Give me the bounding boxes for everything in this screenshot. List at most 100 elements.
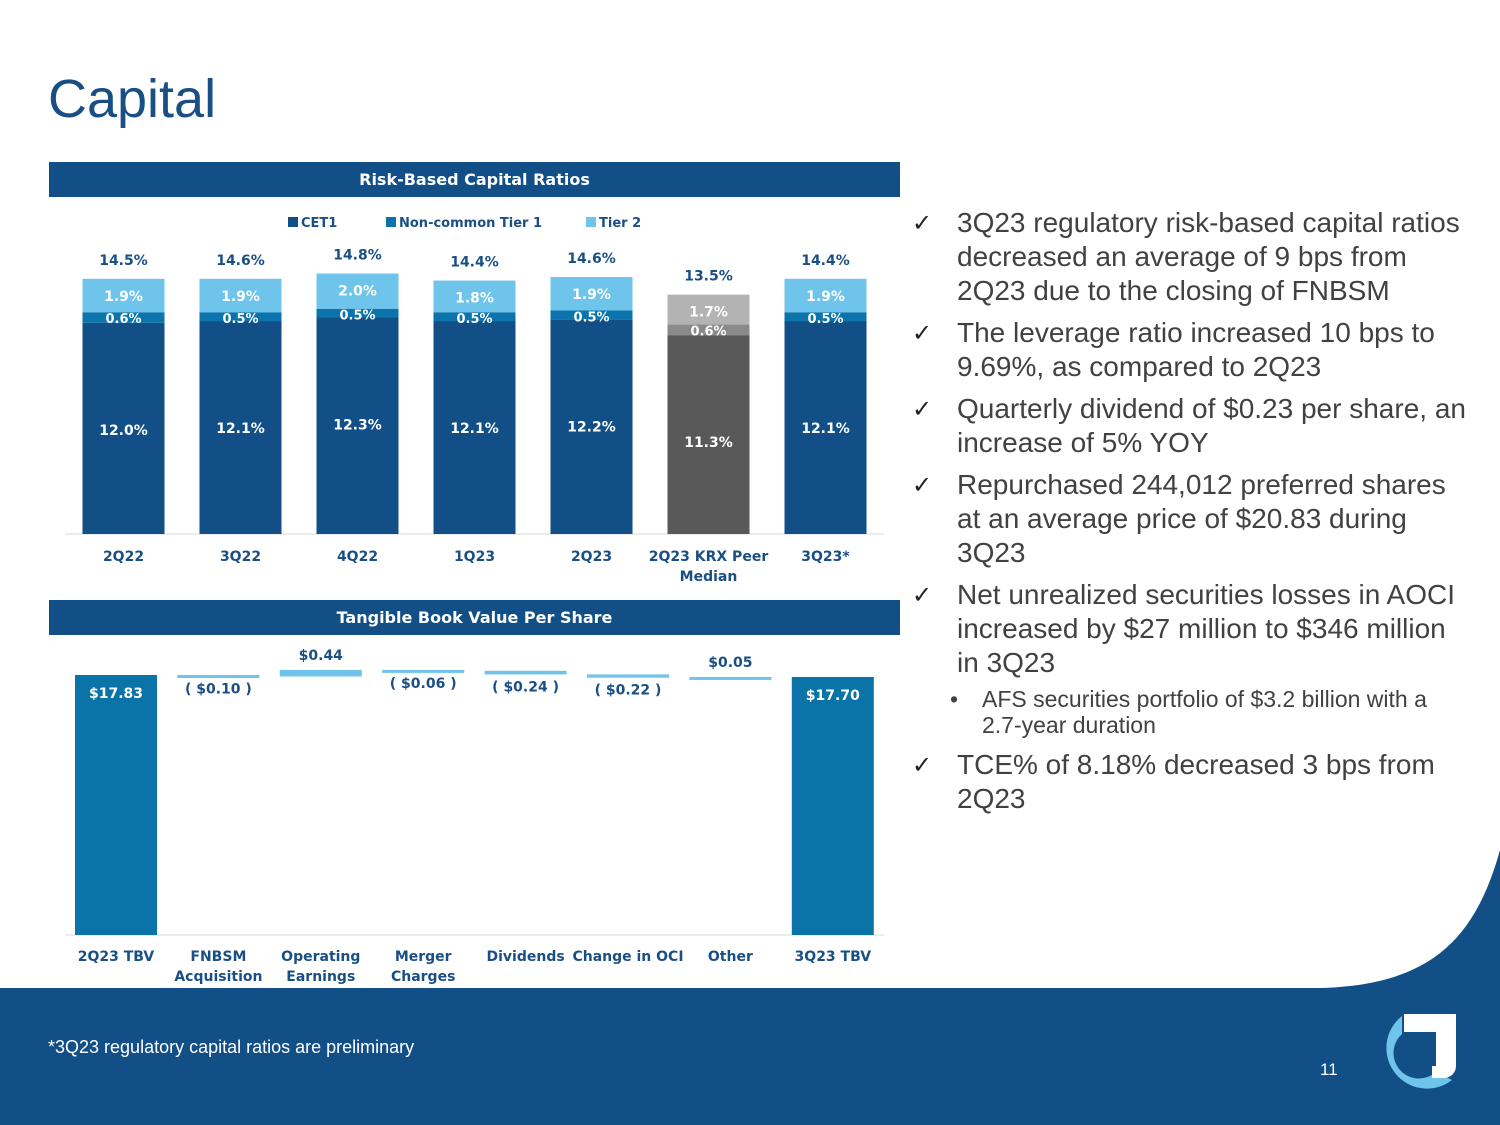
- bar-segment-non-common-tier-1: [784, 312, 867, 322]
- sub-bullet-item: • AFS securities portfolio of $3.2 billi…: [950, 686, 1472, 738]
- check-icon: ✓: [912, 751, 933, 779]
- x-tick-label: 2Q23 KRX Peer: [649, 549, 769, 565]
- company-logo-icon: [1386, 1014, 1456, 1089]
- x-tick-label: 4Q22: [337, 549, 378, 565]
- legend-label: CET1: [301, 216, 337, 231]
- waterfall-data-label: ( $0.24 ): [492, 679, 559, 695]
- total-data-label: 14.6%: [567, 251, 616, 267]
- non-common-data-label: 0.5%: [339, 309, 375, 324]
- bar-segment-cet1: [82, 322, 165, 534]
- bar-segment-non-common-tier-1: [433, 312, 516, 322]
- total-data-label: 14.5%: [99, 253, 148, 269]
- bullet-text: Quarterly dividend of $0.23 per share, a…: [957, 393, 1466, 458]
- x-tick-label: Operating: [281, 949, 360, 965]
- total-data-label: 14.6%: [216, 253, 265, 269]
- bar-segment-cet1: [433, 321, 516, 534]
- waterfall-change-bar: [382, 669, 465, 673]
- sub-bullet-text: AFS securities portfolio of $3.2 billion…: [982, 686, 1427, 738]
- waterfall-data-label: $17.83: [89, 686, 143, 702]
- non-common-data-label: 0.6%: [690, 325, 726, 340]
- bar-segment-cet1: [550, 319, 633, 534]
- risk-chart-header: Risk-Based Capital Ratios: [49, 162, 900, 197]
- cet1-data-label: 12.1%: [450, 421, 499, 437]
- x-tick-label: Median: [680, 569, 738, 585]
- x-tick-label: 3Q23*: [801, 549, 850, 565]
- waterfall-total-bar: [791, 676, 874, 935]
- bullet-item: ✓ The leverage ratio increased 10 bps to…: [912, 316, 1472, 384]
- bar-segment-tier-2: [433, 280, 516, 313]
- legend-swatch: [288, 217, 298, 227]
- bar-segment-non-common-tier-1: [316, 308, 399, 318]
- x-tick-label: 2Q23 TBV: [78, 949, 155, 965]
- tier2-data-label: 1.7%: [689, 305, 728, 321]
- total-data-label: 14.8%: [333, 248, 382, 264]
- x-tick-label: Acquisition: [174, 969, 262, 985]
- corner-swoosh: [1320, 850, 1500, 988]
- charts-canvas: CET1 Non-common Tier 1 Tier 2 12.0% 0.6% 1.9%…: [65, 216, 884, 985]
- bar-segment-cet1: [199, 321, 282, 534]
- cet1-data-label: 12.1%: [216, 421, 265, 437]
- bullet-item: ✓ Quarterly dividend of $0.23 per share,…: [912, 392, 1472, 460]
- non-common-data-label: 0.5%: [573, 310, 609, 325]
- page-title: Capital: [48, 69, 217, 129]
- x-tick-label: Charges: [391, 969, 455, 985]
- waterfall-data-label: $17.70: [806, 688, 860, 704]
- bullet-text: TCE% of 8.18% decreased 3 bps from 2Q23: [957, 749, 1435, 814]
- total-data-label: 14.4%: [801, 253, 850, 269]
- non-common-data-label: 0.5%: [456, 312, 492, 327]
- bullet-text: Repurchased 244,012 preferred shares at …: [957, 469, 1446, 568]
- bar-segment-non-common-tier-1: [550, 310, 633, 320]
- bar-segment-cet1: [316, 317, 399, 534]
- bullet-list: ✓ 3Q23 regulatory risk-based capital rat…: [912, 206, 1472, 824]
- check-icon: ✓: [912, 319, 933, 347]
- bullet-dot-icon: •: [950, 686, 959, 712]
- waterfall-data-label: ( $0.06 ): [390, 676, 457, 692]
- check-icon: ✓: [912, 471, 933, 499]
- waterfall-data-label: $0.05: [708, 655, 752, 671]
- tier2-data-label: 2.0%: [338, 284, 377, 300]
- check-icon: ✓: [912, 209, 933, 237]
- waterfall-change-bar: [279, 669, 362, 677]
- bar-segment-cet1: [784, 321, 867, 534]
- tbv-chart-header: Tangible Book Value Per Share: [49, 600, 900, 635]
- waterfall-total-bar: [75, 675, 157, 935]
- x-tick-label: Earnings: [286, 969, 355, 985]
- tier2-data-label: 1.9%: [104, 289, 143, 305]
- x-tick-label: 1Q23: [454, 549, 495, 565]
- x-tick-label: FNBSM: [190, 949, 246, 965]
- waterfall-data-label: ( $0.10 ): [185, 682, 252, 698]
- tbv-waterfall-chart: $17.83 2Q23 TBV ( $0.10 ) FNBSM Acquisition $…: [65, 648, 884, 985]
- waterfall-change-bar: [689, 676, 772, 680]
- check-icon: ✓: [912, 581, 933, 609]
- bullet-text: 3Q23 regulatory risk-based capital ratio…: [957, 207, 1460, 306]
- x-tick-label: 2Q23: [571, 549, 612, 565]
- bar-segment-tier-2: [550, 277, 633, 311]
- footer-band: [0, 988, 1500, 1125]
- x-tick-label: Merger: [395, 949, 452, 965]
- legend-swatch: [586, 217, 596, 227]
- non-common-data-label: 0.5%: [807, 312, 843, 327]
- cet1-data-label: 12.2%: [567, 419, 616, 435]
- x-tick-label: Change in OCI: [572, 949, 683, 965]
- risk-based-capital-chart: CET1 Non-common Tier 1 Tier 2 12.0% 0.6% 1.9%…: [65, 216, 884, 585]
- tier2-data-label: 1.9%: [221, 289, 260, 305]
- cet1-data-label: 12.1%: [801, 421, 850, 437]
- bar-segment-tier-2: [199, 278, 282, 313]
- x-tick-label: Other: [708, 949, 753, 965]
- bar-segment-non-common-tier-1: [199, 312, 282, 322]
- total-data-label: 13.5%: [684, 269, 733, 285]
- legend-label: Non-common Tier 1: [399, 216, 542, 231]
- bullet-text: The leverage ratio increased 10 bps to 9…: [957, 317, 1435, 382]
- x-tick-label: 3Q22: [220, 549, 261, 565]
- waterfall-change-bar: [484, 670, 567, 675]
- bar-segment-non-common-tier-1: [82, 312, 165, 323]
- footnote: *3Q23 regulatory capital ratios are prel…: [48, 1037, 415, 1057]
- legend-swatch: [386, 217, 396, 227]
- bar-segment-non-common-tier-1: [667, 324, 750, 336]
- total-data-label: 14.4%: [450, 255, 499, 271]
- bar-segment-tier-2: [667, 294, 750, 325]
- bar-segment-tier-2: [784, 278, 867, 313]
- bar-segment-cet1: [667, 335, 750, 534]
- x-tick-label: 3Q23 TBV: [795, 949, 872, 965]
- bullet-item: ✓ Net unrealized securities losses in AO…: [912, 578, 1472, 680]
